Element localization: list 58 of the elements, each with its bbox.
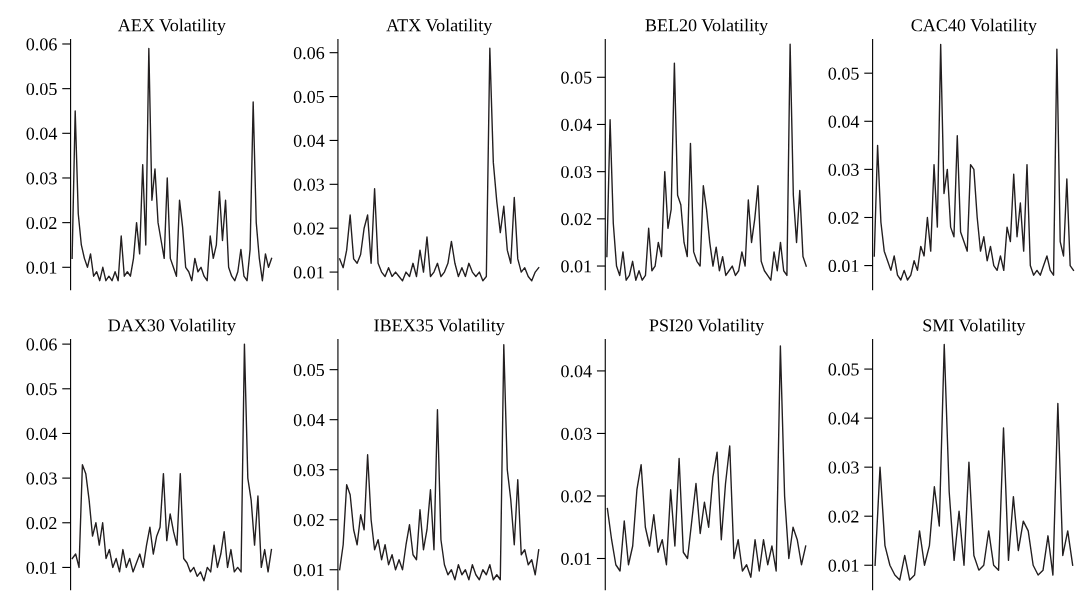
y-tick-label: 0.02 [561, 490, 592, 503]
y-tick-label: 0.04 [561, 118, 592, 131]
y-tick-label: 0.04 [828, 412, 860, 425]
y-tick-label: 0.04 [828, 115, 860, 128]
chart-title: DAX30 Volatility [108, 318, 236, 336]
y-tick-label: 0.01 [293, 564, 324, 577]
chart-title: PSI20 Volatility [649, 318, 765, 336]
y-tick-label: 0.03 [561, 427, 592, 440]
chart-title: CAC40 Volatility [911, 18, 1037, 36]
y-tick-label: 0.05 [828, 363, 859, 376]
line-series [606, 345, 807, 578]
y-tick-label: 0.01 [26, 561, 57, 574]
y-tick-label: 0.06 [26, 38, 57, 51]
y-tick-label: 0.03 [561, 165, 592, 179]
y-tick-label: 0.05 [293, 363, 325, 377]
y-tick-label: 0.01 [828, 259, 859, 273]
y-tick-label: 0.03 [293, 178, 325, 191]
chart-title: IBEX35 Volatility [374, 318, 505, 336]
line-series [338, 343, 540, 581]
y-tick-label: 0.03 [26, 472, 57, 485]
y-tick-label: 0.01 [828, 559, 859, 572]
y-tick-label: 0.04 [293, 134, 325, 147]
chart-title: SMI Volatility [923, 318, 1026, 336]
chart-title: ATX Volatility [386, 18, 493, 36]
y-tick-label: 0.02 [26, 216, 57, 230]
chart-title: AEX Volatility [117, 18, 226, 36]
y-tick-label: 0.01 [26, 261, 57, 274]
y-tick-label: 0.02 [828, 510, 859, 523]
line-series [71, 343, 273, 582]
y-tick-label: 0.06 [26, 338, 57, 351]
chart-title: BEL20 Volatility [645, 18, 769, 36]
y-tick-label: 0.04 [26, 127, 58, 140]
y-tick-label: 0.05 [561, 71, 592, 84]
y-tick-label: 0.02 [561, 213, 592, 226]
y-tick-label: 0.02 [828, 211, 859, 224]
y-tick-label: 0.04 [26, 427, 58, 440]
y-tick-label: 0.06 [293, 46, 325, 60]
y-tick-label: 0.05 [828, 67, 859, 80]
line-series [874, 343, 1074, 581]
y-tick-label: 0.03 [828, 461, 859, 474]
y-tick-label: 0.04 [561, 365, 592, 378]
y-tick-label: 0.02 [26, 517, 57, 530]
y-tick-label: 0.05 [293, 90, 325, 104]
y-tick-label: 0.02 [293, 222, 324, 235]
y-tick-label: 0.03 [26, 172, 57, 185]
y-tick-label: 0.05 [26, 383, 57, 396]
line-series [338, 47, 540, 282]
line-series [71, 47, 273, 282]
line-series [873, 43, 1075, 281]
y-tick-label: 0.01 [561, 260, 591, 273]
y-tick-label: 0.01 [561, 552, 591, 566]
y-tick-label: 0.02 [293, 513, 324, 527]
y-tick-label: 0.05 [26, 82, 57, 96]
y-tick-label: 0.03 [293, 463, 325, 477]
line-series [606, 43, 807, 281]
y-tick-label: 0.03 [828, 163, 859, 176]
y-tick-label: 0.04 [293, 413, 325, 427]
y-tick-label: 0.01 [293, 266, 324, 279]
